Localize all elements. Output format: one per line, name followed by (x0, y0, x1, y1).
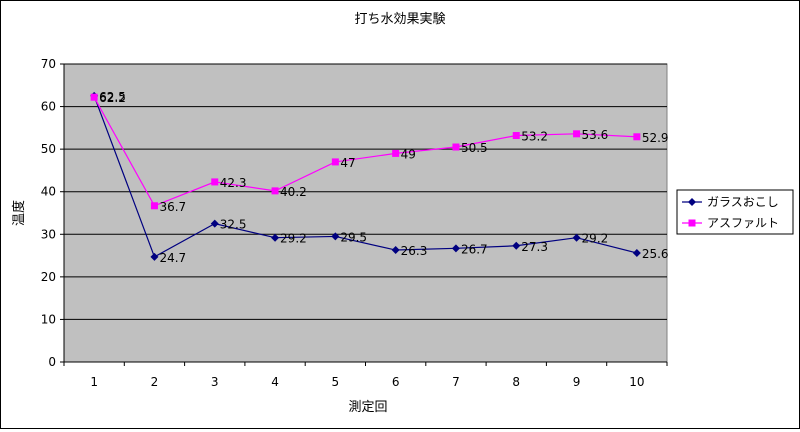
data-label: 53.2 (521, 130, 548, 144)
data-label: 62.2 (99, 91, 126, 105)
data-point-marker (150, 252, 159, 261)
data-point-marker (632, 249, 641, 258)
legend-entry: アスファルト (707, 216, 779, 230)
data-label: 50.5 (461, 141, 488, 155)
x-tick-label: 7 (452, 375, 460, 389)
data-point-marker (331, 232, 340, 241)
legend-marker (688, 219, 696, 227)
data-point-marker (573, 130, 581, 138)
data-label: 25.6 (642, 247, 669, 261)
data-label: 52.9 (642, 131, 669, 145)
data-point-marker (331, 158, 339, 166)
data-point-marker (512, 132, 520, 140)
legend-entry: ガラスおこし (707, 195, 779, 209)
data-label: 29.2 (280, 232, 307, 246)
y-tick-label: 60 (41, 100, 56, 114)
legend-box (676, 189, 794, 235)
x-tick-label: 5 (332, 375, 340, 389)
plot-area (63, 63, 668, 363)
x-tick-label: 1 (90, 375, 98, 389)
series-line (93, 96, 637, 207)
y-axis-label: 温度 (11, 200, 27, 226)
data-label: 53.6 (582, 128, 609, 142)
y-tick-label: 20 (41, 270, 56, 284)
data-label: 62.5 (99, 90, 126, 104)
x-tick-label: 2 (151, 375, 159, 389)
data-point-marker (211, 178, 219, 186)
data-point-marker (633, 133, 641, 141)
data-label: 32.5 (220, 218, 247, 232)
y-tick-label: 40 (41, 185, 56, 199)
series-line (93, 95, 637, 258)
data-point-marker (572, 233, 581, 242)
y-tick-label: 30 (41, 227, 56, 241)
data-point-marker (210, 219, 219, 228)
data-point-marker (271, 233, 280, 242)
data-label: 49 (401, 147, 416, 161)
y-tick-label: 50 (41, 142, 56, 156)
data-point-marker (150, 202, 158, 210)
x-tick-label: 8 (512, 375, 520, 389)
data-label: 26.3 (401, 244, 428, 258)
y-tick-label: 10 (41, 312, 56, 326)
data-point-marker (271, 187, 279, 195)
data-label: 27.3 (521, 240, 548, 254)
legend-marker (688, 198, 696, 206)
data-label: 29.2 (582, 232, 609, 246)
x-tick-label: 4 (271, 375, 279, 389)
data-label: 40.2 (280, 185, 307, 199)
x-tick-label: 9 (573, 375, 581, 389)
data-point-marker (391, 246, 400, 255)
data-label: 29.5 (340, 230, 367, 244)
data-label: 42.3 (220, 176, 247, 190)
x-tick-label: 3 (211, 375, 219, 389)
data-point-marker (512, 241, 521, 250)
data-label: 24.7 (159, 251, 186, 265)
x-tick-label: 6 (392, 375, 400, 389)
data-label: 47 (340, 156, 355, 170)
chart-title: 打ち水効果実験 (354, 11, 445, 27)
y-tick-label: 0 (48, 355, 56, 369)
data-label: 26.7 (461, 242, 488, 256)
x-tick-label: 10 (629, 375, 644, 389)
data-point-marker (90, 93, 98, 101)
data-point-marker (452, 143, 460, 151)
x-axis-label: 測定回 (348, 400, 387, 415)
data-point-marker (392, 149, 400, 157)
data-label: 36.7 (159, 200, 186, 214)
y-tick-label: 70 (41, 57, 56, 71)
data-point-marker (451, 244, 460, 253)
